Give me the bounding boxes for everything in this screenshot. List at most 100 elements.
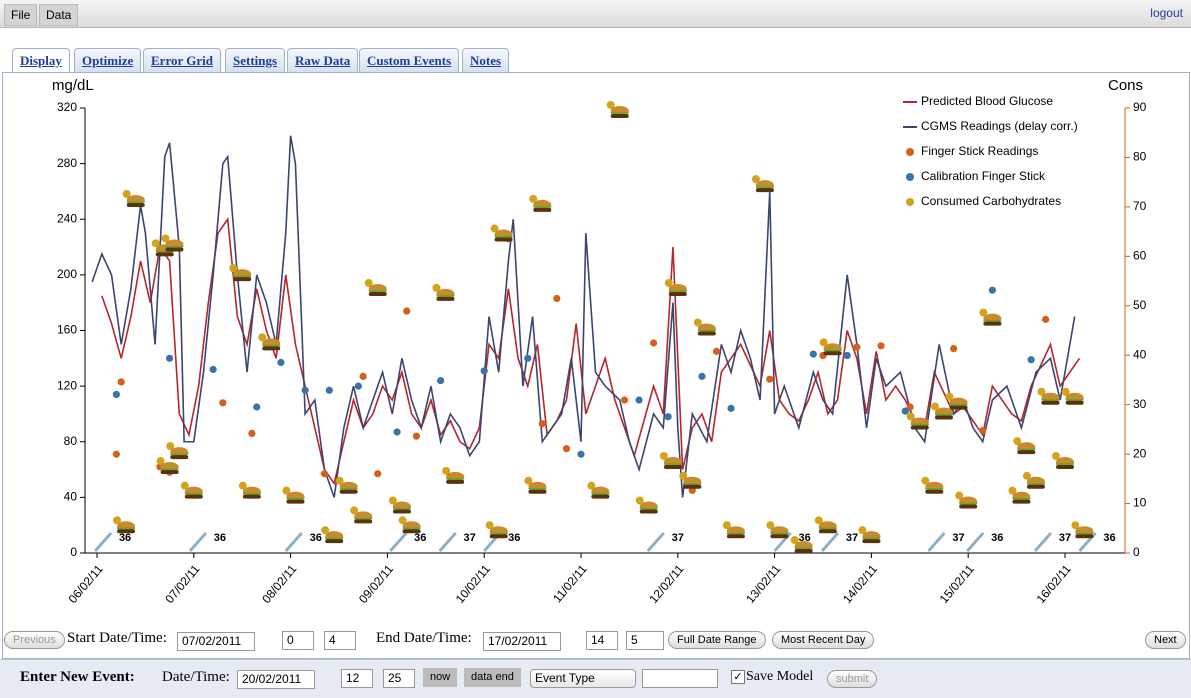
burger-patty bbox=[286, 499, 305, 504]
tab[interactable]: Optimize bbox=[74, 48, 142, 72]
insulin-label: 36 bbox=[991, 532, 1003, 544]
carb-dot bbox=[979, 308, 988, 317]
start-hour[interactable]: 0 bbox=[282, 631, 314, 650]
y2-tick-label: 20 bbox=[1133, 446, 1147, 460]
event-minute[interactable]: 25 bbox=[383, 669, 415, 688]
tab[interactable]: Error Grid bbox=[143, 48, 221, 72]
carb-dot bbox=[1051, 452, 1060, 460]
carb-dot bbox=[156, 456, 165, 465]
now-button[interactable]: now bbox=[423, 668, 458, 687]
carb-dot bbox=[814, 516, 823, 525]
insulin-marker bbox=[646, 532, 665, 552]
event-hour[interactable]: 12 bbox=[341, 669, 373, 688]
carb-marker bbox=[679, 471, 702, 489]
submit-button[interactable]: submit bbox=[827, 670, 878, 688]
carb-marker bbox=[1071, 521, 1094, 539]
burger-patty bbox=[1012, 499, 1031, 504]
burger-patty bbox=[949, 405, 968, 410]
insulin-marker bbox=[188, 532, 208, 552]
burger-patty bbox=[494, 237, 513, 242]
carb-dot bbox=[693, 318, 702, 327]
carb-marker bbox=[321, 526, 344, 544]
burger-patty bbox=[160, 469, 179, 474]
point bbox=[664, 413, 672, 421]
burger-patty bbox=[639, 509, 658, 514]
syringe-icon bbox=[1033, 532, 1053, 552]
carb-marker bbox=[635, 496, 658, 514]
carb-marker bbox=[814, 516, 837, 534]
next-button[interactable]: Next bbox=[1145, 631, 1186, 649]
point bbox=[853, 343, 861, 351]
y2-tick-label: 10 bbox=[1133, 496, 1147, 510]
point bbox=[553, 294, 561, 303]
carb-dot bbox=[321, 526, 330, 535]
point bbox=[112, 390, 120, 399]
tab[interactable]: Raw Data bbox=[287, 48, 359, 72]
end-hour[interactable]: 14 bbox=[586, 631, 618, 650]
end-minute[interactable]: 5 bbox=[626, 631, 664, 650]
burger-patty bbox=[726, 534, 745, 539]
carb-marker bbox=[335, 476, 358, 494]
tab[interactable]: Notes bbox=[462, 48, 510, 72]
carb-dot bbox=[945, 392, 954, 401]
point bbox=[524, 354, 532, 362]
burger-patty bbox=[368, 291, 387, 296]
y2-tick-label: 30 bbox=[1133, 397, 1147, 411]
insulin-label: 37 bbox=[464, 532, 476, 544]
insulin-label: 36 bbox=[119, 532, 131, 544]
carb-dot bbox=[388, 496, 397, 505]
carb-dot bbox=[1008, 486, 1017, 495]
tab[interactable]: Settings bbox=[225, 48, 286, 72]
carb-dot bbox=[364, 278, 373, 287]
event-type-select[interactable]: Event Type bbox=[530, 669, 636, 688]
carb-marker bbox=[388, 496, 411, 514]
tab[interactable]: Display bbox=[12, 48, 70, 72]
burger-patty bbox=[755, 188, 774, 193]
end-date[interactable]: 17/02/2011 bbox=[483, 632, 561, 651]
carb-dot bbox=[751, 175, 760, 184]
previous-button[interactable]: Previous bbox=[4, 631, 65, 649]
carb-dot bbox=[258, 333, 267, 342]
burger-patty bbox=[117, 529, 136, 534]
full-range-button[interactable]: Full Date Range bbox=[668, 631, 766, 649]
syringe-icon bbox=[284, 532, 303, 552]
burger-patty bbox=[794, 549, 813, 554]
point bbox=[988, 286, 996, 294]
new-event-bar: Enter New Event: Date/Time: 20/02/2011 1… bbox=[0, 659, 1191, 698]
carb-marker bbox=[955, 491, 978, 509]
burger-patty bbox=[770, 534, 789, 539]
carb-marker bbox=[587, 481, 610, 499]
burger-patty bbox=[668, 291, 687, 296]
event-date[interactable]: 20/02/2011 bbox=[237, 670, 315, 689]
recent-day-button[interactable]: Most Recent Day bbox=[772, 631, 875, 649]
x-tick-label: 16/02/11 bbox=[1034, 562, 1074, 606]
event-value-input[interactable] bbox=[642, 669, 718, 688]
point bbox=[403, 307, 411, 315]
start-minute[interactable]: 4 bbox=[324, 631, 356, 650]
insulin-label: 36 bbox=[414, 532, 426, 544]
data-menu[interactable]: Data bbox=[39, 4, 79, 26]
point bbox=[209, 365, 217, 374]
burger-patty bbox=[155, 252, 174, 257]
tab[interactable]: Custom Events bbox=[359, 48, 460, 72]
insulin-marker bbox=[438, 532, 457, 552]
point bbox=[320, 470, 329, 478]
burger-patty bbox=[591, 494, 610, 499]
logout-link[interactable]: logout bbox=[1150, 6, 1183, 20]
carb-marker bbox=[664, 278, 687, 296]
legend-swatch bbox=[906, 198, 914, 206]
burger-patty bbox=[683, 484, 702, 489]
y-tick-label: 0 bbox=[70, 545, 77, 559]
point bbox=[117, 378, 125, 386]
start-date[interactable]: 07/02/2011 bbox=[177, 632, 255, 651]
y2-tick-label: 90 bbox=[1133, 100, 1147, 114]
carb-dot bbox=[335, 476, 344, 485]
y2-tick-label: 60 bbox=[1133, 249, 1147, 263]
y2-tick-label: 80 bbox=[1133, 150, 1147, 164]
save-model-checkbox[interactable]: ✓ bbox=[731, 670, 745, 684]
file-menu[interactable]: File bbox=[4, 4, 38, 26]
carb-marker bbox=[945, 392, 968, 410]
carb-marker bbox=[751, 175, 774, 193]
data-end-button[interactable]: data end bbox=[464, 668, 521, 687]
